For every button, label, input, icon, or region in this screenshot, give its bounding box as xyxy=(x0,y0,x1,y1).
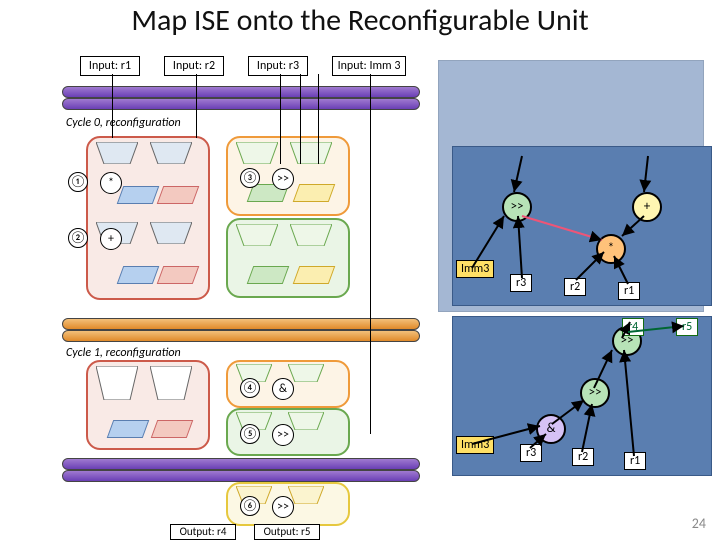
mux-icon xyxy=(236,142,278,164)
bus-mid-orange xyxy=(62,318,420,330)
op-and-node: & xyxy=(272,378,294,400)
output-r5-box: Output: r5 xyxy=(254,524,320,540)
wire xyxy=(370,74,371,434)
op-mul-node: * xyxy=(100,172,122,194)
mux-icon xyxy=(290,224,332,246)
step-6: ⑥ xyxy=(240,496,260,516)
alu-slot xyxy=(247,266,290,284)
wire xyxy=(196,74,197,138)
mux-icon xyxy=(96,366,138,400)
mux-icon xyxy=(290,142,332,164)
input-imm3-box: Input: Imm 3 xyxy=(332,56,406,76)
mux-icon xyxy=(150,366,192,400)
op-shr-node-2: >> xyxy=(272,424,294,446)
alu-slot xyxy=(107,420,150,438)
mux-icon xyxy=(288,364,324,382)
input-r3-box: Input: r3 xyxy=(248,56,308,76)
cycle1-label: Cycle 1, reconfiguration xyxy=(66,346,181,360)
alu-slot xyxy=(157,186,200,204)
cycle0-label: Cycle 0, reconfiguration xyxy=(66,116,181,130)
bus-top-purple xyxy=(62,86,420,98)
mux-icon xyxy=(288,412,324,430)
alu-slot xyxy=(157,266,200,284)
bus-low-purple-2 xyxy=(62,470,420,482)
op-shr-node: >> xyxy=(272,168,294,190)
wire xyxy=(112,74,113,138)
step-2: ② xyxy=(68,228,88,248)
alu-slot xyxy=(117,186,160,204)
alu-slot xyxy=(117,266,160,284)
alu-slot xyxy=(151,420,194,438)
bus-low-purple xyxy=(62,458,420,470)
alu-slot xyxy=(293,184,336,202)
wire xyxy=(318,74,319,164)
mux-icon xyxy=(236,224,278,246)
output-r4-box: Output: r4 xyxy=(170,524,236,540)
slide-title: Map ISE onto the Reconfigurable Unit xyxy=(0,2,720,39)
mux-icon xyxy=(96,142,138,164)
dfg-arrows-top xyxy=(452,146,710,316)
dfg-arrows-bottom xyxy=(452,316,720,486)
input-r1-box: Input: r1 xyxy=(80,56,140,76)
mux-icon xyxy=(288,486,324,504)
step-5: ⑤ xyxy=(240,424,260,444)
step-3: ③ xyxy=(240,168,260,188)
alu-slot xyxy=(293,266,336,284)
wire xyxy=(280,74,281,164)
op-shr-node-3: >> xyxy=(272,496,294,518)
bus-top-purple-2 xyxy=(62,98,420,110)
input-r2-box: Input: r2 xyxy=(164,56,224,76)
op-add-node: + xyxy=(100,228,122,250)
mux-icon xyxy=(150,142,192,164)
wire xyxy=(300,74,301,164)
page-number: 24 xyxy=(692,515,706,532)
bus-mid-orange-2 xyxy=(62,330,420,342)
mux-icon xyxy=(150,222,192,244)
step-1: ① xyxy=(68,172,88,192)
step-4: ④ xyxy=(240,378,260,398)
